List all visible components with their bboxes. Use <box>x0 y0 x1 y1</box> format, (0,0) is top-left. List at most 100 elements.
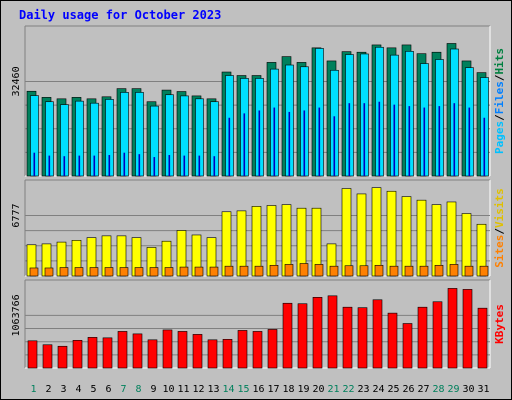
bar-visits-fill <box>386 190 397 277</box>
bar-pages <box>183 155 186 176</box>
bar-kbytes-fill <box>42 344 53 369</box>
bar-kbytes <box>462 289 473 369</box>
bar-sites <box>59 267 69 277</box>
bar-kbytes <box>267 329 278 369</box>
bar-sites <box>479 265 489 277</box>
bar-pages <box>303 110 306 176</box>
bar-sites <box>419 265 429 277</box>
bar-pages <box>33 152 36 176</box>
bar-sites <box>194 266 204 277</box>
bar-kbytes-fill <box>162 329 173 369</box>
x-tick-label: 31 <box>477 384 489 395</box>
bar-sites-fill <box>209 266 219 277</box>
bar-sites-fill <box>179 266 189 277</box>
bar-sites <box>149 267 159 277</box>
legend-entry: KBytes <box>493 304 506 344</box>
bar-kbytes <box>147 339 158 369</box>
bar-pages <box>363 103 366 176</box>
bar-kbytes-fill <box>297 303 308 369</box>
bar-kbytes-fill <box>417 306 428 369</box>
bar-sites-fill <box>104 267 114 277</box>
bar-pages <box>63 156 66 176</box>
bar-pages <box>393 104 396 176</box>
bar-visits <box>401 196 412 277</box>
bar-kbytes <box>312 297 323 369</box>
bar-sites <box>374 264 384 277</box>
bar-sites-fill <box>479 265 489 277</box>
chart-panels: 32460Pages/Files/Hits6777Sites/Visits106… <box>11 25 506 369</box>
x-tick-label: 30 <box>462 384 474 395</box>
bar-pages <box>438 106 441 176</box>
bar-visits <box>356 193 367 277</box>
bar-kbytes-fill <box>117 331 128 369</box>
bar-sites <box>89 267 99 277</box>
bar-visits-fill <box>416 199 427 277</box>
bar-sites-fill <box>119 267 129 277</box>
bar-kbytes <box>42 344 53 369</box>
x-tick-label: 17 <box>267 384 279 395</box>
bar-kbytes-fill <box>327 295 338 369</box>
bar-sites <box>179 266 189 277</box>
x-tick-label: 22 <box>342 384 354 395</box>
bar-sites-fill <box>434 264 444 277</box>
bar-sites <box>134 267 144 277</box>
bar-kbytes <box>57 345 68 369</box>
bar-kbytes <box>417 306 428 369</box>
bar-pages <box>228 117 231 176</box>
bar-kbytes-fill <box>27 340 38 369</box>
bar-visits <box>371 187 382 277</box>
bar-sites <box>254 265 264 277</box>
panel-visits-legend: Sites/Visits <box>493 188 506 268</box>
bar-pages <box>423 107 426 176</box>
bar-kbytes <box>282 302 293 369</box>
legend-entry: / <box>493 114 506 121</box>
bar-sites <box>29 267 39 277</box>
x-tick-label: 12 <box>192 384 204 395</box>
bar-pages <box>318 107 321 176</box>
bar-sites <box>434 264 444 277</box>
bar-kbytes-fill <box>372 299 383 369</box>
bar-kbytes <box>222 339 233 369</box>
bar-pages <box>333 116 336 176</box>
bar-sites-fill <box>29 267 39 277</box>
bar-sites <box>449 264 459 277</box>
bar-visits-fill <box>371 187 382 277</box>
bar-kbytes-fill <box>147 339 158 369</box>
bar-sites <box>389 265 399 277</box>
legend-entry: Sites <box>493 235 506 268</box>
bar-kbytes <box>102 337 113 369</box>
x-axis-labels: 1 2 3 4 5 6 7 8 9 10 11 12 13 14 15 16 17 18 19 20 21 22 23 24 2… <box>30 384 489 395</box>
bar-sites <box>239 265 249 277</box>
bar-sites <box>404 265 414 277</box>
panel-hits-ytick-label: 32460 <box>11 66 22 96</box>
bar-kbytes <box>87 337 98 369</box>
x-tick-label: 5 <box>90 384 96 395</box>
legend-entry: Visits <box>493 188 506 228</box>
bar-sites-fill <box>149 267 159 277</box>
x-tick-label: 23 <box>357 384 369 395</box>
x-tick-label: 7 <box>120 384 126 395</box>
bar-sites-fill <box>269 264 279 277</box>
bar-pages <box>48 155 51 176</box>
bar-kbytes <box>207 339 218 369</box>
x-tick-label: 24 <box>372 384 384 395</box>
bar-pages <box>348 103 351 176</box>
bar-kbytes <box>132 333 143 369</box>
bar-kbytes-fill <box>462 289 473 369</box>
bar-sites-fill <box>359 265 369 277</box>
x-tick-label: 25 <box>387 384 399 395</box>
legend-entry: Pages <box>493 121 506 154</box>
x-tick-label: 21 <box>327 384 339 395</box>
bar-kbytes-fill <box>402 323 413 369</box>
bar-sites <box>344 265 354 277</box>
bar-pages <box>78 155 81 176</box>
bar-sites-fill <box>164 267 174 277</box>
bar-sites-fill <box>254 265 264 277</box>
bar-sites-fill <box>404 265 414 277</box>
x-tick-label: 3 <box>60 384 66 395</box>
bar-kbytes <box>252 331 263 369</box>
bar-kbytes-fill <box>57 345 68 369</box>
x-tick-label: 1 <box>30 384 36 395</box>
